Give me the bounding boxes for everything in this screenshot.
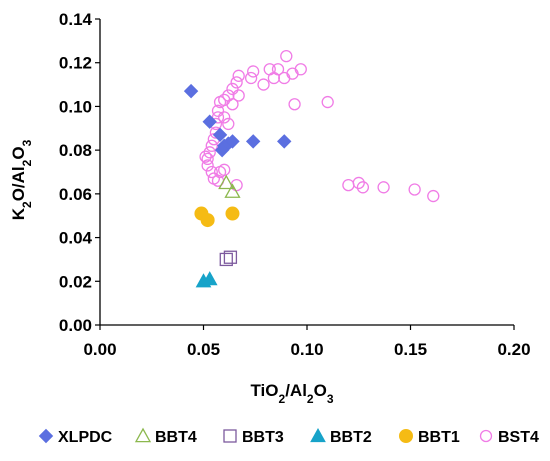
y-tick-label: 0.04	[59, 229, 93, 248]
legend-label: BBT4	[155, 429, 197, 446]
series-bbt3	[219, 250, 238, 267]
data-point	[232, 69, 245, 82]
legend-label: BBT1	[418, 429, 460, 446]
data-point	[219, 252, 233, 267]
y-tick-label: 0.00	[59, 316, 92, 335]
data-point	[201, 152, 214, 166]
data-point	[225, 134, 240, 149]
y-tick-label: 0.12	[59, 54, 92, 73]
data-point	[377, 181, 390, 194]
data-points	[183, 50, 440, 288]
data-point	[218, 111, 231, 124]
data-point	[200, 213, 215, 228]
x-tick-label: 0.15	[394, 340, 427, 359]
y-tick-label: 0.02	[59, 272, 92, 291]
legend-label: XLPDC	[58, 429, 113, 446]
data-point	[280, 50, 293, 63]
data-point	[205, 165, 218, 179]
legend-marker	[479, 429, 493, 443]
data-point	[223, 250, 238, 264]
data-point	[244, 71, 258, 85]
data-point	[277, 134, 292, 149]
x-tick-label: 0.00	[83, 340, 116, 359]
legend-label: BBT2	[330, 429, 372, 446]
data-point	[271, 63, 285, 76]
legend-marker	[38, 428, 54, 444]
data-point	[278, 71, 291, 85]
data-point	[225, 206, 240, 221]
data-point	[288, 98, 301, 111]
data-point	[212, 127, 228, 143]
legend-item-bbt2: BBT2	[310, 427, 372, 446]
axes: 0.00 0.05 0.10 0.15 0.20 0.00 0.02 0.04 0.06 0.08…	[59, 10, 531, 359]
y-tick-label: 0.08	[59, 141, 92, 160]
x-tick-label: 0.05	[187, 340, 220, 359]
series-bbt1	[194, 206, 240, 228]
legend-label: BBT3	[242, 429, 284, 446]
data-point	[257, 78, 270, 91]
series-bbt4	[218, 174, 241, 198]
data-point	[218, 174, 235, 190]
data-point	[230, 76, 243, 89]
data-point	[214, 142, 230, 158]
data-point	[245, 134, 261, 149]
legend-marker	[399, 429, 413, 443]
data-point	[247, 65, 260, 78]
data-point	[201, 159, 214, 172]
y-tick-label: 0.14	[59, 10, 93, 29]
series-bst4	[199, 50, 440, 203]
series-bbt2	[195, 271, 218, 288]
data-point	[203, 146, 216, 159]
x-tick-label: 0.10	[290, 340, 323, 359]
data-point	[321, 95, 334, 109]
data-point	[201, 271, 218, 286]
x-tick-label: 0.20	[497, 340, 530, 359]
legend-marker	[223, 429, 237, 443]
legend-marker	[134, 427, 152, 443]
data-point	[408, 183, 421, 196]
legend-label: BST4	[498, 429, 539, 446]
data-point	[218, 163, 231, 176]
y-tick-label: 0.10	[59, 97, 92, 116]
data-point	[356, 181, 370, 194]
legend-item-bbt1: BBT1	[399, 429, 460, 446]
data-point	[286, 67, 299, 80]
data-point	[213, 95, 227, 109]
data-point	[232, 89, 245, 102]
data-point	[352, 176, 365, 190]
series-xlpdc	[183, 83, 292, 158]
legend-item-bst4: BST4	[479, 429, 539, 446]
x-axis-title: TiO2/Al2O3	[250, 381, 333, 406]
data-point	[294, 63, 307, 76]
data-point	[202, 114, 217, 129]
data-point	[427, 189, 440, 203]
data-point	[342, 178, 355, 192]
y-tick-label: 0.06	[59, 185, 92, 204]
data-point	[211, 104, 225, 117]
data-point	[183, 83, 199, 99]
legend: XLPDC BBT4 BBT3 BBT2 BBT1 BST4	[38, 427, 539, 446]
legend-item-bbt4: BBT4	[134, 427, 197, 446]
data-point	[222, 117, 235, 131]
data-point	[226, 98, 239, 111]
legend-item-bbt3: BBT3	[223, 429, 284, 446]
y-axis-title: K2O/Al2O3	[9, 139, 34, 220]
legend-marker	[310, 427, 326, 443]
legend-item-xlpdc: XLPDC	[38, 428, 113, 446]
data-point	[224, 183, 241, 198]
data-point	[199, 150, 212, 163]
data-point	[226, 82, 239, 96]
